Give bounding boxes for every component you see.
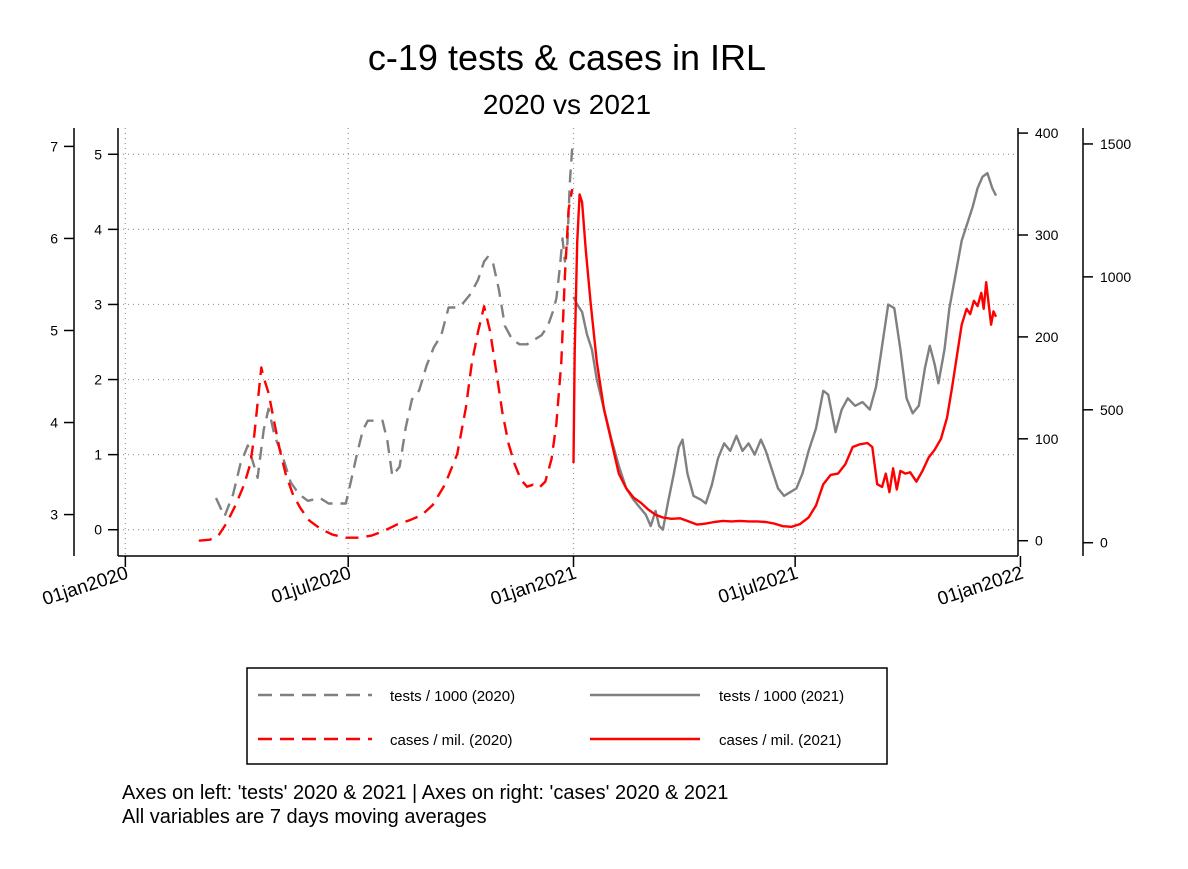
note-axes: Axes on left: 'tests' 2020 & 2021 | Axes… <box>122 782 728 804</box>
y-axis-right-outer-label-2: 1000 <box>1100 269 1131 285</box>
chart-title: c-19 tests & cases in IRL <box>368 37 766 78</box>
legend-label-cases-2021: cases / mil. (2021) <box>719 732 842 749</box>
y-axis-left-outer-label-0: 3 <box>50 507 58 523</box>
y-axis-left-outer-label-4: 7 <box>50 138 58 154</box>
axes: 3 4 5 6 7 0 1 2 3 4 5 0 100 200 300 400 0 500 1000 1500 <box>50 125 1131 557</box>
x-tick-label-3: 01jul2021 <box>716 563 801 608</box>
x-tick-label-2: 01jan2021 <box>488 563 579 610</box>
y-axis-left-outer-label-2: 5 <box>50 322 58 338</box>
y-axis-right-inner-label-0: 0 <box>1035 533 1043 549</box>
x-tick-label-4: 01jan2022 <box>935 563 1026 610</box>
y-axis-left-inner-label-4: 4 <box>94 221 102 237</box>
x-axis-ticks: 01jan2020 01jul2020 01jan2021 01jul2021 01ja… <box>40 556 1026 610</box>
legend: tests / 1000 (2020) tests / 1000 (2021) … <box>246 667 888 765</box>
chart-subtitle: 2020 vs 2021 <box>483 89 651 120</box>
y-axis-right-outer-label-1: 500 <box>1100 402 1124 418</box>
legend-label-cases-2020: cases / mil. (2020) <box>390 732 513 749</box>
legend-label-tests-2021: tests / 1000 (2021) <box>719 688 844 705</box>
y-axis-left-outer-label-1: 4 <box>50 415 58 431</box>
y-axis-left-inner-label-1: 1 <box>94 447 102 463</box>
y-axis-left-outer-label-3: 6 <box>50 230 58 246</box>
y-axis-left-inner-label-2: 2 <box>94 372 102 388</box>
y-axis-right-inner-label-2: 200 <box>1035 329 1059 345</box>
x-tick-label-0: 01jan2020 <box>40 563 131 610</box>
y-axis-right-outer-label-3: 1500 <box>1100 136 1131 152</box>
y-axis-right-outer-label-0: 0 <box>1100 535 1108 551</box>
legend-box <box>246 667 888 765</box>
series-lines <box>198 146 998 542</box>
y-axis-right-inner-label-4: 400 <box>1035 125 1059 141</box>
y-axis-left-inner-label-0: 0 <box>94 522 102 538</box>
x-tick-label-1: 01jul2020 <box>269 563 354 608</box>
y-axis-left-inner-label-5: 5 <box>94 146 102 162</box>
y-axis-right-inner-label-1: 100 <box>1035 431 1059 447</box>
note-averages: All variables are 7 days moving averages <box>122 806 487 828</box>
series-line-0 <box>214 146 574 518</box>
y-axis-right-inner-label-3: 300 <box>1035 227 1059 243</box>
series-line-2 <box>198 188 574 542</box>
legend-label-tests-2020: tests / 1000 (2020) <box>390 688 515 705</box>
series-line-3 <box>572 193 998 528</box>
y-axis-left-inner-label-3: 3 <box>94 296 102 312</box>
series-line-1 <box>572 171 998 531</box>
